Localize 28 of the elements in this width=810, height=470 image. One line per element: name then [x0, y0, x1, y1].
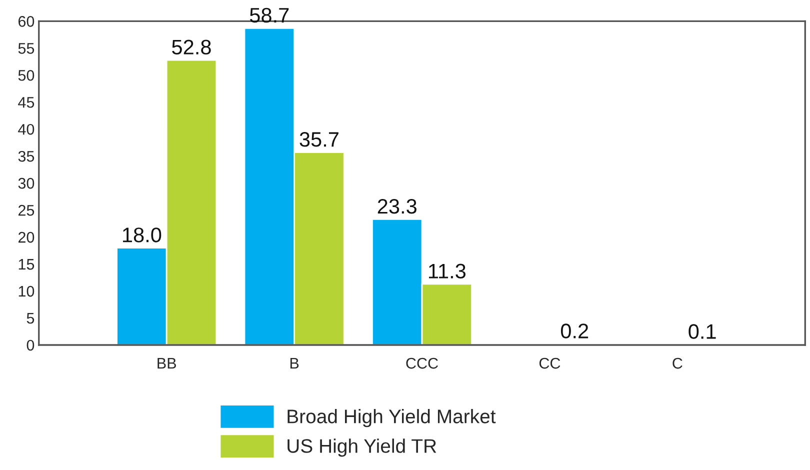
x-tick-label: C — [672, 358, 682, 369]
legend-label: Broad High Yield Market — [288, 409, 496, 428]
y-tick-label: 50 — [18, 70, 34, 81]
data-label: 0.1 — [688, 324, 716, 339]
data-label: 58.7 — [250, 8, 289, 23]
data-label: 11.3 — [429, 264, 466, 278]
y-tick-label: 45 — [18, 97, 34, 108]
x-tick-label: BB — [158, 358, 176, 369]
data-label: 35.7 — [300, 132, 338, 147]
y-tick-label: 55 — [18, 43, 34, 54]
y-tick-label: 15 — [18, 259, 34, 270]
y-tick-label: 25 — [18, 204, 34, 216]
y-tick-label: 35 — [18, 150, 34, 162]
x-tick-label: CCC — [406, 358, 438, 369]
y-tick-label: 60 — [18, 16, 34, 27]
data-label: 0.2 — [560, 324, 588, 338]
x-tick-label: B — [290, 358, 299, 369]
data-label: 18.0 — [123, 228, 162, 242]
legend-label: US High Yield TR — [288, 438, 436, 457]
x-tick-label: CC — [539, 358, 560, 369]
data-label: 52.8 — [172, 40, 211, 55]
y-tick-label: 5 — [26, 313, 34, 324]
y-tick-label: 10 — [18, 286, 34, 297]
y-tick-label: 20 — [18, 232, 34, 243]
y-tick-label: 30 — [18, 178, 34, 189]
data-label: 23.3 — [378, 198, 416, 214]
y-tick-label: 40 — [18, 124, 34, 135]
y-tick-label: 0 — [26, 340, 34, 351]
